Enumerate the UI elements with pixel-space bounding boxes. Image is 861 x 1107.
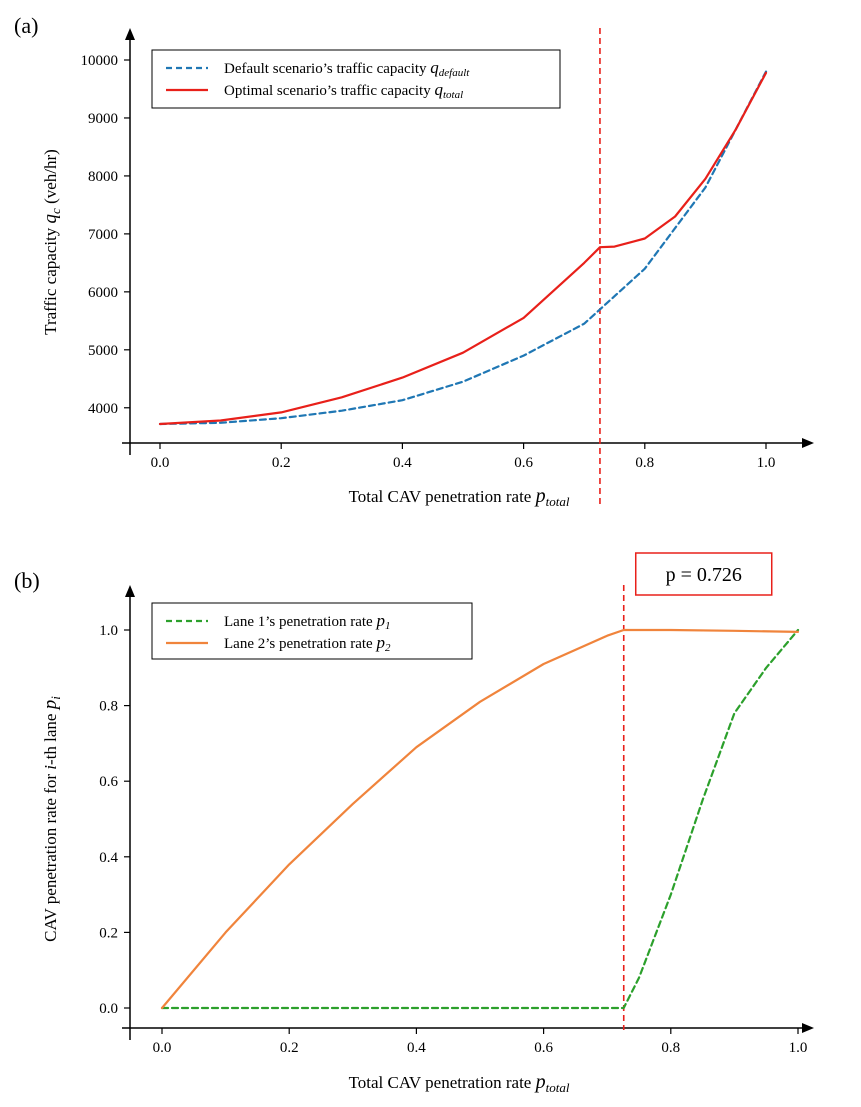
x-tick-label: 0.4 [393, 455, 412, 471]
y-axis-label-sub: i [48, 696, 63, 700]
x-axis-label-var: p [534, 1071, 546, 1093]
y-tick-label: 6000 [88, 285, 118, 301]
x-tick-label: 0.2 [272, 455, 291, 471]
x-axis-arrow [802, 1023, 814, 1033]
y-tick-label: 1.0 [99, 623, 118, 639]
legend-entry-1: Lane 1’s penetration rate p1 [224, 611, 390, 632]
x-tick-label: 0.4 [407, 1040, 426, 1056]
y-tick-label: 4000 [88, 401, 118, 417]
x-axis-label: Total CAV penetration rate ptotal [349, 485, 570, 509]
legend-entry-text: Lane 2’s penetration rate [224, 636, 376, 652]
legend-entry-sub: total [443, 89, 463, 101]
legend-entry-var: q [434, 80, 443, 99]
legend-entry-1: Default scenario’s traffic capacity qdef… [224, 58, 470, 79]
y-axis-label-text-mid: -th lane [41, 709, 60, 765]
legend-entry-var: p [375, 611, 385, 630]
x-axis-label-var: p [534, 485, 546, 507]
x-axis-label-sub: total [546, 1080, 570, 1095]
y-tick-label: 9000 [88, 111, 118, 127]
legend-entry-sub: 1 [385, 620, 391, 632]
y-tick-label: 0.2 [99, 925, 118, 941]
y-axis-label-text: Traffic capacity [41, 223, 60, 334]
legend-entry-sub: 2 [385, 642, 391, 654]
legend-entry-text: Optimal scenario’s traffic capacity [224, 83, 434, 99]
legend-entry-text: Lane 1’s penetration rate [224, 614, 376, 630]
y-axis-label-text: CAV penetration rate for [41, 770, 60, 942]
legend-entry-text: Default scenario’s traffic capacity [224, 61, 430, 77]
y-tick-label: 10000 [81, 53, 119, 69]
x-tick-label: 1.0 [757, 455, 776, 471]
x-axis-label: Total CAV penetration rate ptotal [349, 1071, 570, 1095]
y-tick-label: 0.6 [99, 774, 118, 790]
y-tick-label: 0.4 [99, 850, 118, 866]
panel-label: (a) [14, 13, 38, 38]
x-tick-label: 0.0 [151, 455, 170, 471]
chart-panel-a: (a) 0.0 0.2 0.4 0.6 0.8 1.0 4000 5000 6000 7000 800… [14, 13, 814, 509]
panel-label: (b) [14, 568, 40, 593]
y-axis-label-var-i: i [41, 765, 60, 770]
y-axis-label-var: q [40, 213, 61, 223]
legend-entry-var: q [430, 58, 439, 77]
legend-entry-2: Optimal scenario’s traffic capacity qtot… [224, 80, 463, 101]
y-tick-label: 7000 [88, 227, 118, 243]
x-axis-label-text: Total CAV penetration rate [349, 487, 536, 506]
x-tick-label: 1.0 [789, 1040, 808, 1056]
y-axis-arrow [125, 585, 135, 597]
y-tick-label: 0.8 [99, 699, 118, 715]
x-tick-label: 0.8 [661, 1040, 680, 1056]
legend-entry-2: Lane 2’s penetration rate p2 [224, 633, 391, 654]
y-axis-label: CAV penetration rate for i-th lane pi [40, 696, 63, 942]
legend-box [151, 602, 473, 660]
x-tick-label: 0.8 [635, 455, 654, 471]
y-tick-label: 8000 [88, 169, 118, 185]
y-axis-arrow [125, 28, 135, 40]
legend-box [151, 49, 561, 109]
y-axis-label-sub: c [48, 208, 63, 214]
annotation-text: p = 0.726 [666, 564, 742, 586]
y-axis-label-var: p [40, 700, 61, 712]
y-tick-label: 5000 [88, 343, 118, 359]
series-line-2 [158, 71, 768, 426]
y-axis-label: Traffic capacity qc (veh/hr) [40, 149, 63, 335]
x-axis-label-text: Total CAV penetration rate [349, 1073, 536, 1092]
x-tick-label: 0.2 [280, 1040, 299, 1056]
x-axis-arrow [802, 438, 814, 448]
chart-panel-b: (b) 0.0 0.2 0.4 0.6 0.8 1.0 0.0 0.2 0.4 0.6 0.8 1.0 T… [14, 552, 814, 1095]
x-tick-label: 0.6 [534, 1040, 553, 1056]
y-tick-label: 0.0 [99, 1001, 118, 1017]
x-tick-label: 0.0 [153, 1040, 172, 1056]
series-line-2 [160, 628, 800, 1010]
legend-entry-sub: default [439, 67, 470, 79]
x-tick-label: 0.6 [514, 455, 533, 471]
x-axis-label-sub: total [546, 494, 570, 509]
series-line-1 [160, 628, 800, 1010]
series-line-1 [158, 70, 768, 426]
legend-entry-var: p [375, 633, 385, 652]
annotation-box [634, 552, 773, 596]
y-axis-label-unit: (veh/hr) [41, 149, 60, 208]
